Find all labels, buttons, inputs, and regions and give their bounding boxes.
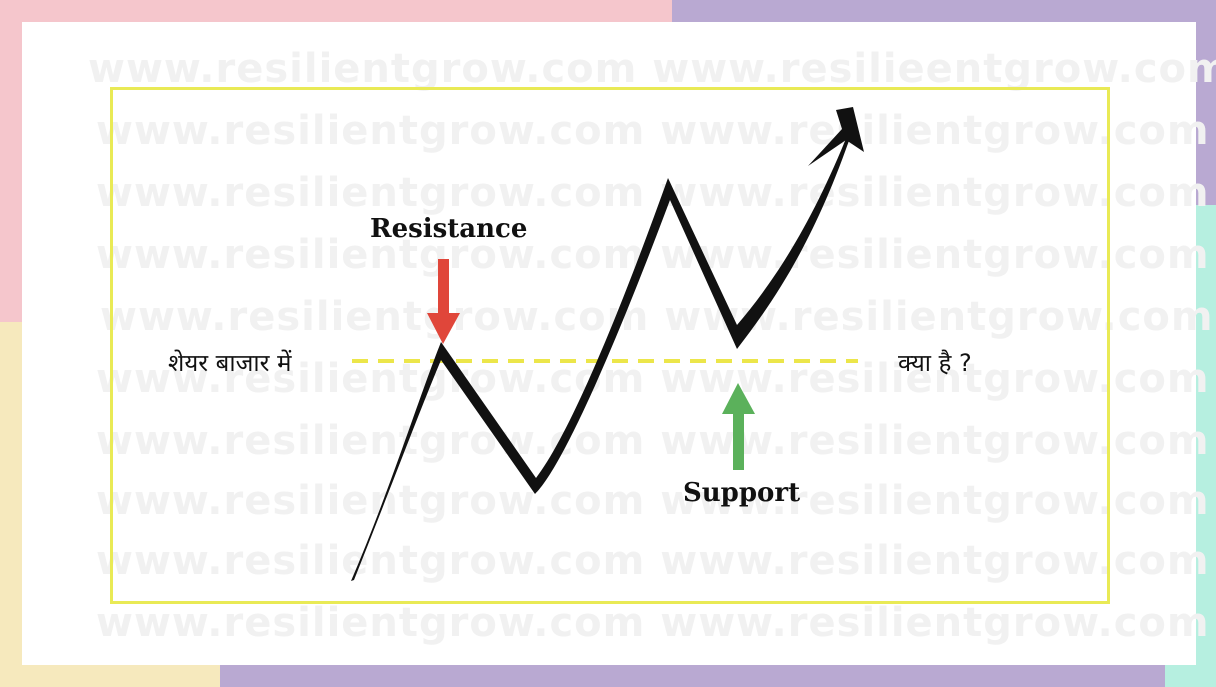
resistance-arrow-head (427, 313, 460, 344)
title-right-text: क्या है ? (898, 349, 972, 377)
resistance-label: Resistance (370, 214, 528, 244)
resistance-arrow (427, 259, 460, 344)
support-arrow-head (722, 383, 755, 414)
price-zigzag-line (351, 131, 852, 581)
support-arrow (722, 383, 755, 470)
support-arrow-shaft (733, 412, 744, 470)
diagram-frame (110, 87, 1110, 604)
price-arrow-head (808, 107, 864, 166)
support-label: Support (683, 478, 801, 508)
resistance-arrow-shaft (438, 259, 449, 315)
title-left-text: शेयर बाजार में (168, 349, 292, 377)
